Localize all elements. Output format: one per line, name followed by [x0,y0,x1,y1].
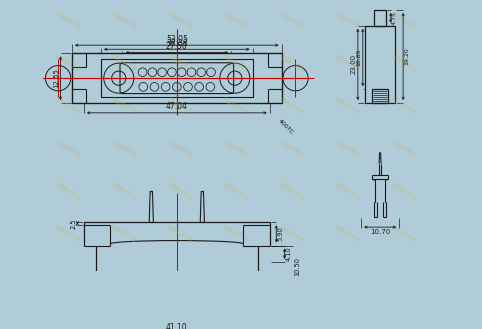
Text: MWHT-E: MWHT-E [165,182,193,201]
Text: 23.00: 23.00 [350,54,356,74]
Text: MWHT-E: MWHT-E [277,54,305,73]
Text: MWHT-E: MWHT-E [165,96,193,116]
Text: MWHT-E: MWHT-E [221,139,249,159]
Text: MWHT-E: MWHT-E [109,139,137,159]
Text: MWHT-E: MWHT-E [277,225,305,244]
Text: 27.50: 27.50 [166,42,187,51]
Text: 47.04: 47.04 [166,102,188,111]
Text: MWHT-E: MWHT-E [165,54,193,73]
Text: MWHT-E: MWHT-E [54,225,81,244]
Text: 400TC: 400TC [278,118,295,135]
Text: MWHT-E: MWHT-E [389,54,417,73]
Text: MWHT-E: MWHT-E [109,96,137,116]
Bar [202,287,212,312]
Bar [101,59,253,97]
Text: MWHT-E: MWHT-E [54,54,81,73]
Text: MWHT-E: MWHT-E [333,182,361,201]
Text: MWHT-E: MWHT-E [165,11,193,30]
Text: MWHT-E: MWHT-E [333,96,361,116]
Text: MWHT-E: MWHT-E [165,225,193,244]
Text: MWHT-E: MWHT-E [109,54,137,73]
Text: MWHT-E: MWHT-E [109,225,137,244]
Bar [142,287,152,312]
Text: 5.90: 5.90 [278,226,283,241]
Text: MWHT-E: MWHT-E [389,139,417,159]
Text: MWHT-E: MWHT-E [54,96,81,116]
Text: MWHT-E: MWHT-E [389,182,417,201]
Text: MWHT-E: MWHT-E [165,139,193,159]
Text: MWHT-E: MWHT-E [389,225,417,244]
Text: MWHT-E: MWHT-E [54,11,81,30]
Text: MWHT-E: MWHT-E [221,54,249,73]
Text: 41.10: 41.10 [166,323,187,329]
Text: 12.55: 12.55 [53,68,59,88]
Text: 19.20: 19.20 [404,48,409,65]
Text: MWHT-E: MWHT-E [277,96,305,116]
Text: MWHT-E: MWHT-E [221,96,249,116]
Bar [375,10,386,26]
Text: MWHT-E: MWHT-E [277,11,305,30]
Text: 18.85: 18.85 [356,49,361,66]
Text: 10.50: 10.50 [294,257,300,276]
Text: MWHT-E: MWHT-E [277,139,305,159]
Text: MWHT-E: MWHT-E [54,139,81,159]
Text: MWHT-E: MWHT-E [333,54,361,73]
Text: MWHT-E: MWHT-E [221,225,249,244]
Bar [72,53,281,103]
Text: MWHT-E: MWHT-E [54,182,81,201]
Text: 10.70: 10.70 [370,229,390,235]
Text: MWHT-E: MWHT-E [333,11,361,30]
Text: MWHT-E: MWHT-E [389,11,417,30]
Text: 4.75: 4.75 [392,11,397,25]
Text: MWHT-E: MWHT-E [389,96,417,116]
Text: MWHT-E: MWHT-E [333,139,361,159]
Text: MWHT-E: MWHT-E [221,11,249,30]
Bar [365,26,395,103]
Bar [372,89,388,103]
Text: 2.5: 2.5 [70,218,77,229]
Text: 4.10: 4.10 [286,246,292,261]
Text: MWHT-E: MWHT-E [221,182,249,201]
Text: 53.05: 53.05 [166,35,188,43]
Text: MWHT-E: MWHT-E [109,182,137,201]
Text: MWHT-E: MWHT-E [333,225,361,244]
Text: MWHT-E: MWHT-E [277,182,305,201]
Text: 38.38: 38.38 [166,38,187,48]
Text: MWHT-E: MWHT-E [109,11,137,30]
